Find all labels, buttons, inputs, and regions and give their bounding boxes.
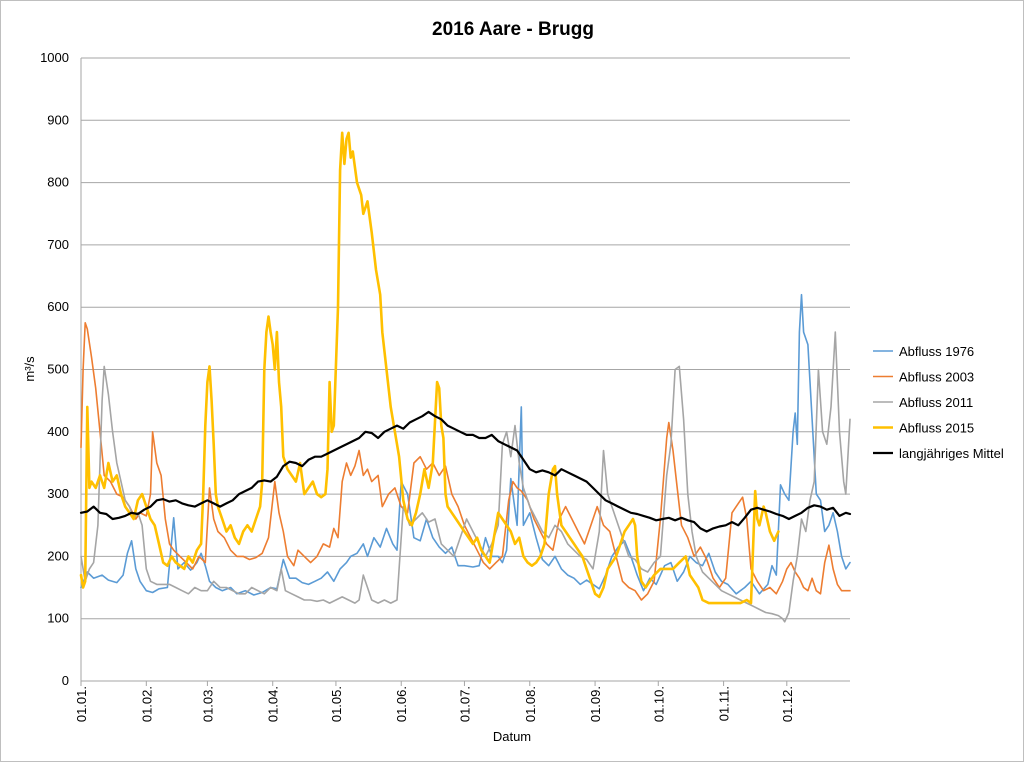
- legend: Abfluss 1976 Abfluss 2003 Abfluss 2011 Abfl…: [873, 344, 1004, 461]
- x-tick-label: 01.10.: [651, 686, 666, 722]
- y-tick-label: 700: [47, 237, 69, 252]
- series-line-5: [79, 410, 852, 533]
- y-axis-ticks: 0 100 200 300 400 500 600 700 800 900 1000: [40, 50, 69, 688]
- legend-label: langjähriges Mittel: [899, 446, 1004, 461]
- series-line-3: [80, 331, 851, 623]
- y-tick-label: 500: [47, 362, 69, 377]
- legend-label: Abfluss 2015: [899, 421, 974, 436]
- y-tick-label: 400: [47, 424, 69, 439]
- series-line-2: [80, 322, 851, 601]
- x-tick-label: 01.05.: [329, 686, 344, 722]
- x-tick-label: 01.12.: [780, 686, 795, 722]
- x-tick-label: 01.07.: [457, 686, 472, 722]
- y-tick-label: 900: [47, 112, 69, 127]
- y-tick-label: 100: [47, 611, 69, 626]
- chart-title: 2016 Aare - Brugg: [432, 19, 594, 40]
- x-axis-label: Datum: [493, 729, 531, 744]
- x-tick-label: 01.11.: [717, 686, 732, 721]
- y-tick-label: 300: [47, 486, 69, 501]
- legend-label: Abfluss 2003: [899, 370, 974, 385]
- y-axis-label: m³/s: [22, 356, 37, 382]
- y-tick-label: 0: [62, 673, 69, 688]
- y-tick-label: 800: [47, 175, 69, 190]
- series-lines: [79, 131, 852, 623]
- x-tick-label: 01.08.: [523, 686, 538, 722]
- y-tick-label: 600: [47, 299, 69, 314]
- series-line-4: [79, 131, 780, 605]
- x-tick-label: 01.04.: [266, 686, 281, 722]
- legend-label: Abfluss 1976: [899, 344, 974, 359]
- legend-label: Abfluss 2011: [899, 395, 973, 410]
- y-tick-label: 200: [47, 548, 69, 563]
- x-tick-label: 01.01.: [74, 686, 89, 722]
- x-tick-label: 01.06.: [394, 686, 409, 722]
- x-tick-label: 01.03.: [200, 686, 215, 722]
- x-tick-label: 01.02.: [139, 686, 154, 722]
- y-tick-label: 1000: [40, 50, 69, 65]
- x-tick-label: 01.09.: [588, 686, 603, 722]
- x-axis-ticks: 01.01. 01.02. 01.03. 01.04. 01.05. 01.06. 01.0…: [74, 681, 795, 722]
